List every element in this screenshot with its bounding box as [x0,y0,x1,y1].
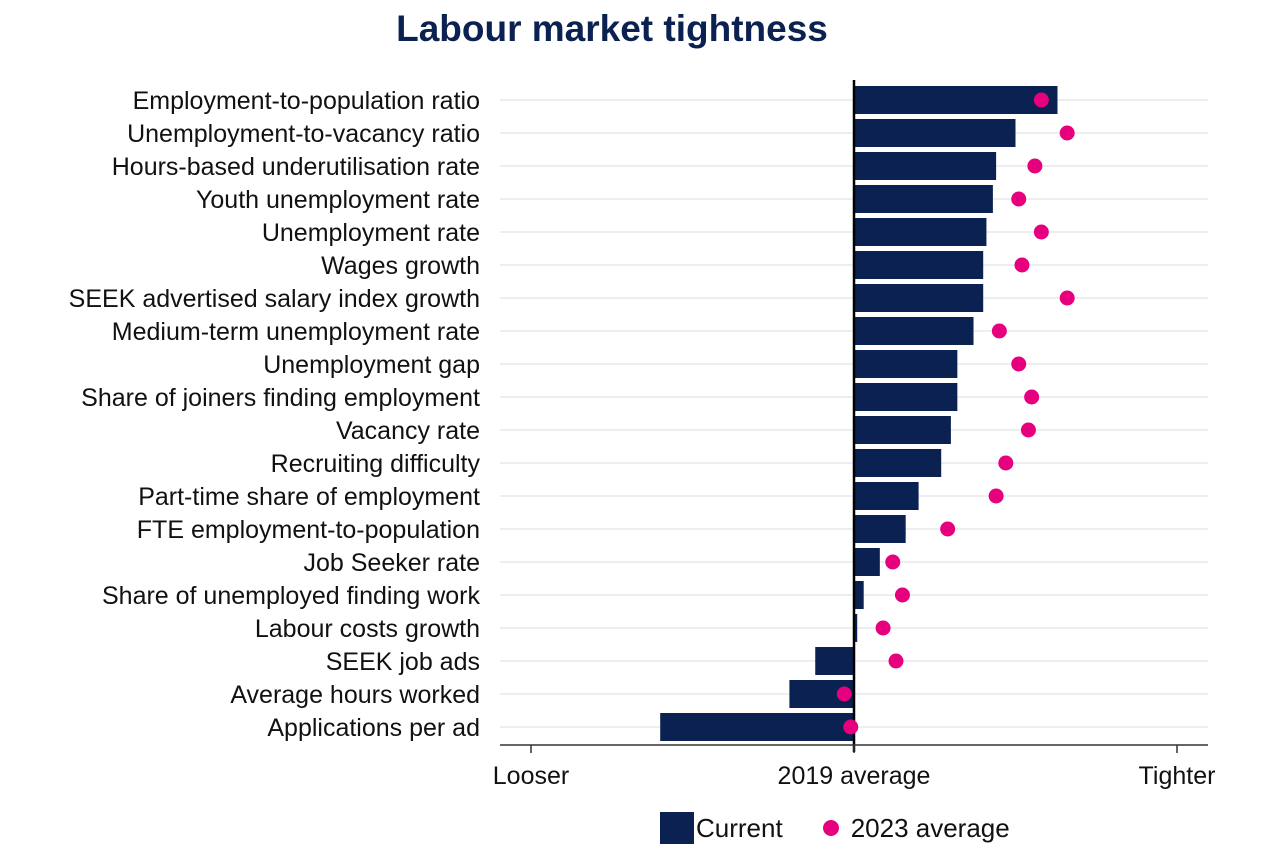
dot-2023-average [894,587,910,603]
category-label: Unemployment gap [263,351,480,379]
category-label: Youth unemployment rate [196,186,480,214]
category-label: Average hours worked [230,681,480,709]
bar [660,713,854,741]
x-tick-label: Tighter [1139,762,1216,790]
dot-2023-average [843,719,859,735]
bar [815,647,854,675]
category-label: Hours-based underutilisation rate [112,153,480,181]
category-label: Wages growth [321,252,480,280]
dot-2023-average [1027,158,1043,174]
category-label: Unemployment-to-vacancy ratio [127,120,480,148]
category-label: SEEK job ads [326,648,480,676]
dot-2023-average [940,521,956,537]
bar [854,350,958,378]
bar [854,614,858,642]
category-label: Recruiting difficulty [271,450,481,478]
category-label: Medium-term unemployment rate [112,318,480,346]
bar [854,383,958,411]
bar [854,581,864,609]
bar [854,218,987,246]
legend-dot-2023 [822,820,839,836]
dot-2023-average [1033,92,1049,108]
legend-label-2023: 2023 average [850,812,1010,843]
dot-2023-average [836,686,852,702]
bar [854,251,984,279]
legend-label-current: Current [696,812,783,843]
chart-title: Labour market tightness [396,8,828,49]
category-label: SEEK advertised salary index growth [69,285,480,313]
dot-2023-average [988,488,1004,504]
category-label: Vacancy rate [336,417,480,445]
dot-2023-average [1011,356,1027,372]
dot-2023-average [991,323,1007,339]
category-label: Employment-to-population ratio [133,87,480,115]
bar [854,86,1058,114]
bar [854,449,942,477]
category-label: Share of joiners finding employment [81,384,480,412]
dot-2023-average [1011,191,1027,207]
bar [854,548,880,576]
category-label: Share of unemployed finding work [102,582,481,610]
legend: Current 2023 average [660,812,1010,844]
dot-2023-average [885,554,901,570]
category-label: Applications per ad [267,714,480,742]
bar [854,416,951,444]
dot-2023-average [1014,257,1030,273]
dot-2023-average [998,455,1014,471]
bar [854,482,919,510]
category-label: Labour costs growth [255,615,480,643]
category-label: Job Seeker rate [304,549,481,577]
dot-2023-average [1033,224,1049,240]
dot-2023-average [1059,290,1075,306]
category-label: Part-time share of employment [138,483,480,511]
bar [854,515,906,543]
x-tick-label: Looser [493,762,569,790]
dot-2023-average [1020,422,1036,438]
dot-2023-average [888,653,904,669]
bar [854,119,1016,147]
bar [854,185,993,213]
dot-2023-average [1024,389,1040,405]
category-label: Unemployment rate [262,219,480,247]
dot-2023-average [875,620,891,636]
bar [854,317,974,345]
bar [854,152,997,180]
dot-2023-average [1059,125,1075,141]
category-label: FTE employment-to-population [137,516,480,544]
bar [854,284,984,312]
legend-swatch-current [660,812,694,844]
x-tick-label: 2019 average [778,762,931,790]
